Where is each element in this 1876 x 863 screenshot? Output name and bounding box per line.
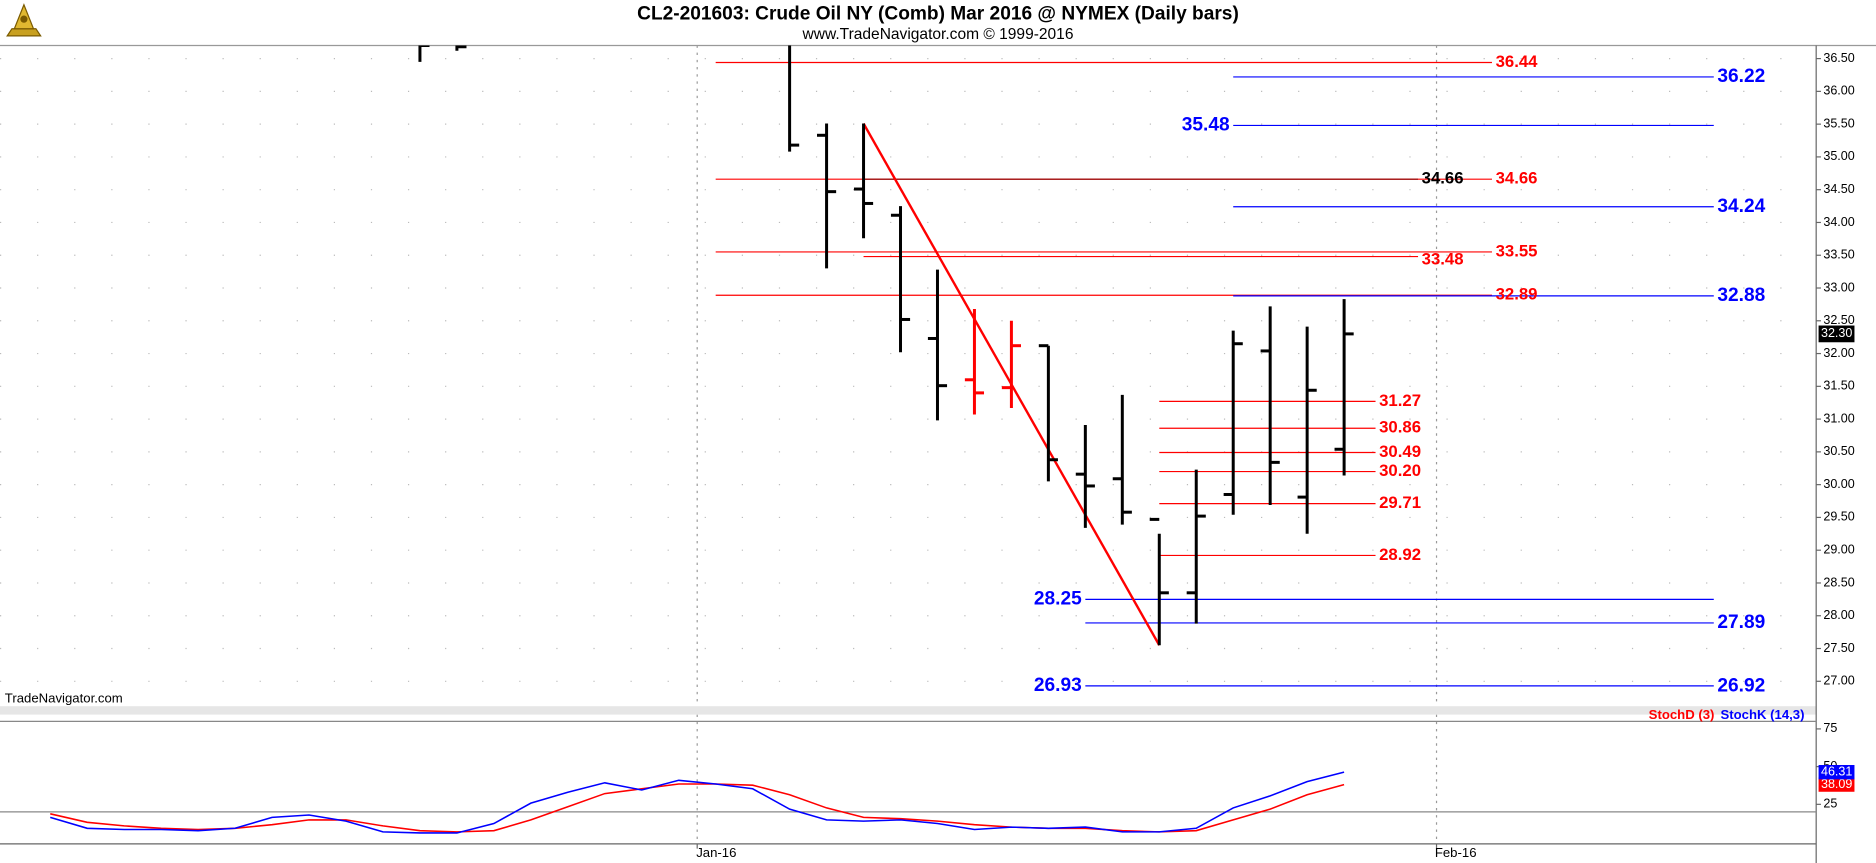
level-label: 30.86 — [1379, 418, 1421, 437]
level-label: 33.48 — [1422, 250, 1464, 269]
x-tick-label: Feb-16 — [1435, 845, 1477, 860]
level-label: 35.48 — [1182, 115, 1230, 136]
last-price-label: 32.30 — [1821, 326, 1852, 340]
y-tick-label: 35.00 — [1823, 149, 1854, 163]
level-label: 31.27 — [1379, 391, 1421, 410]
level-label: 28.25 — [1034, 588, 1082, 609]
x-tick-label: Jan-16 — [696, 845, 736, 860]
y-tick-label: 33.50 — [1823, 248, 1854, 262]
y-tick-label: 29.00 — [1823, 543, 1854, 557]
y-tick-label: 35.50 — [1823, 116, 1854, 130]
level-label: 30.20 — [1379, 461, 1421, 480]
level-label: 34.66 — [1422, 169, 1464, 188]
y-tick-label: 32.00 — [1823, 346, 1854, 360]
level-label: 30.49 — [1379, 442, 1421, 461]
y-tick-label: 25 — [1823, 797, 1837, 811]
legend-entry: StochD (3) — [1649, 707, 1715, 722]
y-tick-label: 32.50 — [1823, 313, 1854, 327]
logo — [6, 3, 42, 37]
level-label: 34.66 — [1496, 169, 1538, 188]
y-tick-label: 29.50 — [1823, 510, 1854, 524]
legend-entry: StochK (14,3) — [1720, 707, 1804, 722]
last-value-box — [1818, 765, 1855, 780]
y-tick-label: 28.50 — [1823, 575, 1854, 589]
y-tick-label: 33.00 — [1823, 280, 1854, 294]
last-value-box — [1818, 777, 1855, 792]
level-label: 32.89 — [1496, 285, 1538, 304]
y-tick-label: 28.00 — [1823, 608, 1854, 622]
level-label: 27.89 — [1717, 612, 1765, 633]
level-label: 29.71 — [1379, 493, 1421, 512]
level-label: 34.24 — [1717, 196, 1765, 217]
y-tick-label: 30.50 — [1823, 444, 1854, 458]
price-panel — [0, 45, 1817, 707]
y-tick-label: 34.50 — [1823, 182, 1854, 196]
panel-separator — [0, 706, 1817, 715]
y-tick-label: 31.50 — [1823, 379, 1854, 393]
last-value-label: 46.31 — [1821, 764, 1852, 778]
level-label: 33.55 — [1496, 241, 1538, 260]
y-tick-label: 27.00 — [1823, 674, 1854, 688]
chart-title: CL2-201603: Crude Oil NY (Comb) Mar 2016… — [637, 3, 1239, 24]
watermark: TradeNavigator.com — [5, 690, 123, 705]
stoch-line — [50, 783, 1345, 833]
y-tick-label: 31.00 — [1823, 411, 1854, 425]
y-tick-label: 30.00 — [1823, 477, 1854, 491]
level-label: 28.92 — [1379, 545, 1421, 564]
level-label: 32.88 — [1717, 285, 1765, 306]
y-tick-label: 36.50 — [1823, 51, 1854, 65]
chart-subtitle: www.TradeNavigator.com © 1999-2016 — [802, 26, 1074, 43]
stoch-panel — [0, 714, 1817, 844]
y-tick-label: 34.00 — [1823, 215, 1854, 229]
level-label: 36.44 — [1496, 52, 1539, 71]
level-label: 26.93 — [1034, 675, 1082, 696]
level-label: 36.22 — [1717, 66, 1765, 87]
level-label: 26.92 — [1717, 676, 1765, 697]
y-tick-label: 36.00 — [1823, 84, 1854, 98]
y-tick-label: 75 — [1823, 721, 1837, 735]
stoch-line — [50, 771, 1345, 834]
y-tick-label: 27.50 — [1823, 641, 1854, 655]
last-value-label: 38.09 — [1821, 777, 1852, 791]
last-price-box — [1818, 325, 1855, 343]
